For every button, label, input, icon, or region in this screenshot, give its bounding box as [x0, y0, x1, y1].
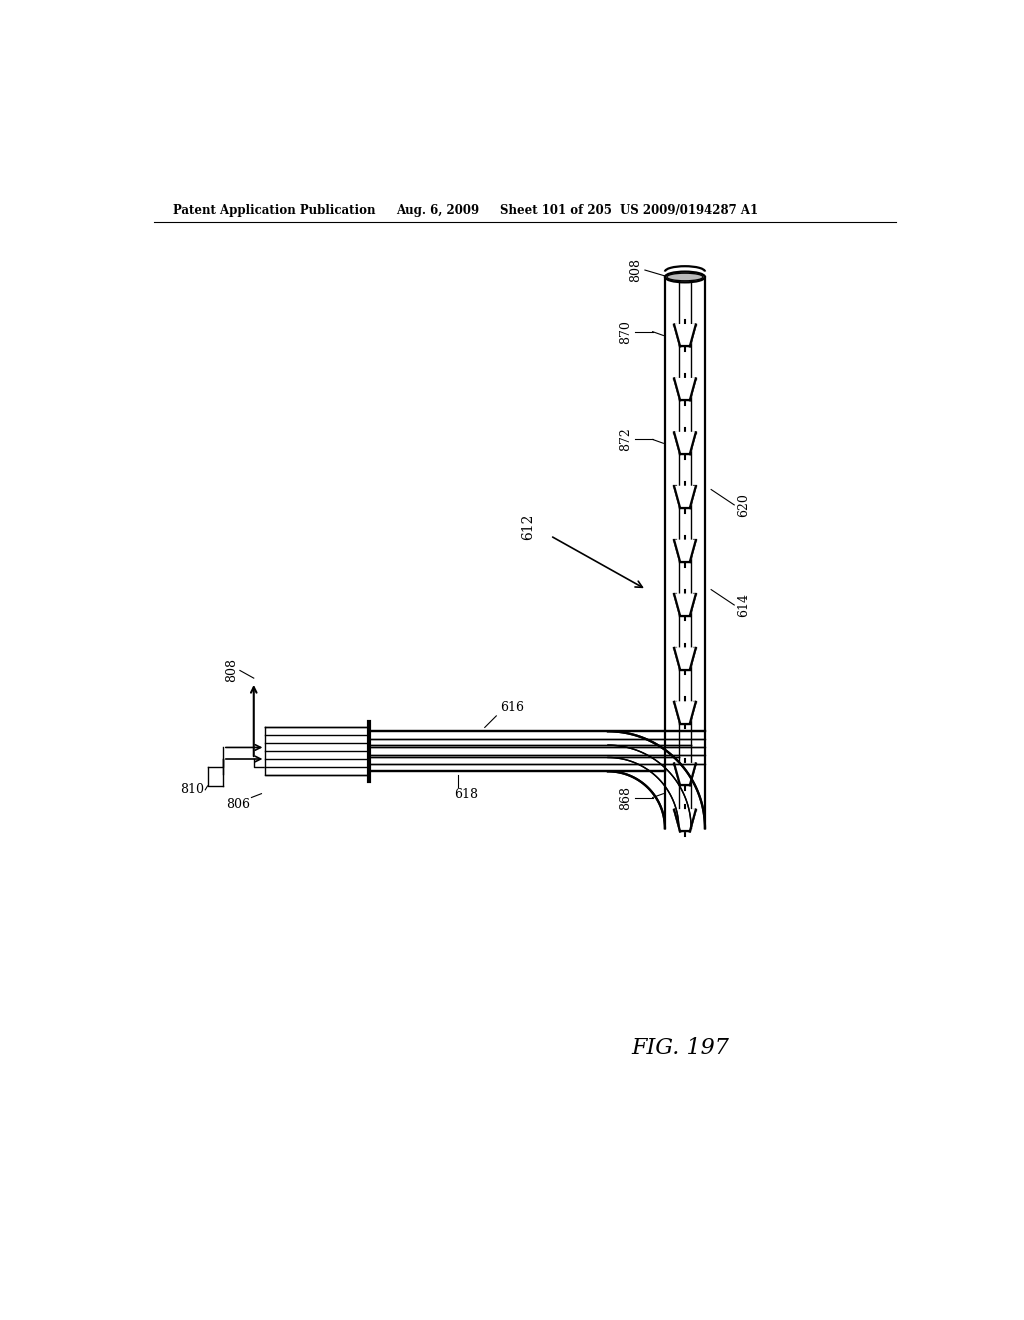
Text: US 2009/0194287 A1: US 2009/0194287 A1: [620, 205, 758, 218]
Text: 620: 620: [737, 492, 751, 517]
Polygon shape: [674, 810, 695, 832]
Text: 616: 616: [500, 701, 524, 714]
Polygon shape: [674, 325, 695, 346]
Text: 810: 810: [179, 783, 204, 796]
Polygon shape: [674, 433, 695, 454]
Text: 808: 808: [225, 659, 239, 682]
Text: Patent Application Publication: Patent Application Publication: [173, 205, 376, 218]
Text: Sheet 101 of 205: Sheet 101 of 205: [500, 205, 612, 218]
Polygon shape: [265, 727, 370, 775]
Text: 872: 872: [620, 428, 633, 451]
Text: 870: 870: [620, 319, 633, 343]
Text: 868: 868: [620, 785, 633, 809]
Text: FIG. 197: FIG. 197: [631, 1036, 729, 1059]
Polygon shape: [674, 487, 695, 508]
Text: 618: 618: [454, 788, 478, 801]
Polygon shape: [674, 702, 695, 723]
Polygon shape: [608, 731, 705, 829]
Polygon shape: [370, 731, 705, 771]
Text: 806: 806: [226, 797, 250, 810]
Text: 808: 808: [630, 257, 643, 282]
Ellipse shape: [665, 272, 705, 282]
Polygon shape: [674, 594, 695, 615]
Text: 612: 612: [521, 513, 535, 540]
Polygon shape: [674, 540, 695, 562]
Text: Aug. 6, 2009: Aug. 6, 2009: [396, 205, 479, 218]
Ellipse shape: [667, 273, 703, 281]
Polygon shape: [674, 648, 695, 669]
Text: 614: 614: [737, 593, 751, 616]
Polygon shape: [674, 763, 695, 785]
Polygon shape: [674, 379, 695, 400]
